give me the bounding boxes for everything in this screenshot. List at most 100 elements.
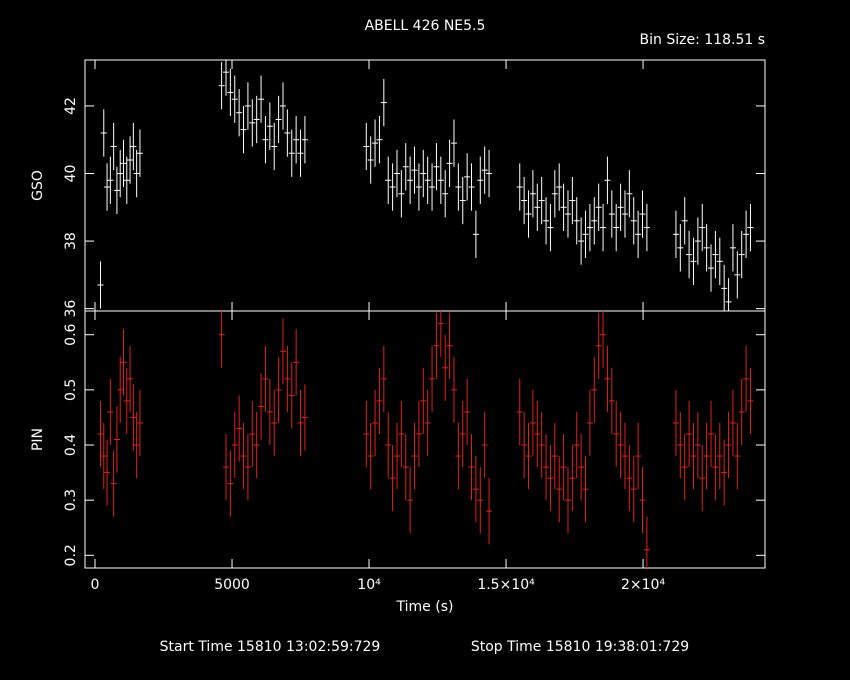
data-point: [743, 345, 750, 412]
data-point: [372, 389, 379, 457]
data-point: [266, 102, 273, 150]
data-point: [301, 116, 308, 164]
data-point: [551, 422, 558, 490]
data-point: [113, 406, 120, 473]
data-point: [743, 210, 750, 258]
data-point: [635, 422, 642, 490]
data-point: [725, 411, 732, 479]
data-point: [672, 210, 679, 258]
data-point: [262, 345, 269, 412]
data-point: [521, 411, 528, 479]
data-point: [415, 163, 422, 211]
data-point: [694, 411, 701, 479]
data-point: [136, 389, 143, 457]
data-point: [297, 389, 304, 457]
data-point: [389, 163, 396, 211]
data-point: [621, 422, 628, 490]
data-point: [477, 467, 484, 534]
x-tick-label: 2×10⁴: [621, 577, 665, 593]
data-point: [107, 378, 114, 446]
data-point: [529, 389, 536, 457]
data-point: [258, 373, 265, 440]
data-point: [240, 422, 247, 490]
data-point: [608, 367, 615, 434]
data-point: [113, 166, 120, 215]
data-point: [468, 163, 475, 211]
data-point: [455, 422, 462, 490]
data-point: [694, 217, 701, 265]
data-point: [380, 78, 387, 127]
y-tick-label: 0.3: [63, 489, 79, 511]
data-point: [376, 116, 383, 164]
data-point: [639, 190, 646, 238]
data-point: [712, 230, 719, 279]
data-point: [747, 367, 754, 434]
data-point: [240, 105, 247, 154]
data-point: [393, 149, 400, 198]
data-point: [734, 251, 741, 299]
data-point: [385, 156, 392, 204]
data-point: [569, 176, 576, 225]
y-tick-label: 36: [63, 300, 79, 318]
data-point: [747, 203, 754, 252]
data-point: [690, 422, 697, 490]
data-point: [643, 516, 650, 568]
data-point: [672, 389, 679, 457]
data-point: [231, 411, 238, 479]
data-point: [372, 119, 379, 167]
data-point: [472, 456, 479, 523]
data-point: [626, 170, 633, 218]
data-point: [547, 203, 554, 252]
data-point: [538, 176, 545, 225]
data-point: [560, 433, 567, 501]
data-point: [136, 129, 143, 177]
data-point: [626, 445, 633, 512]
data-point: [446, 312, 453, 379]
data-point: [253, 95, 260, 144]
data-point: [127, 345, 134, 412]
data-point: [123, 156, 130, 204]
data-point: [459, 400, 466, 468]
data-point: [582, 456, 589, 523]
data-point: [442, 334, 449, 401]
data-point: [120, 329, 127, 396]
data-point: [699, 445, 706, 512]
data-point: [569, 445, 576, 512]
data-point: [450, 119, 457, 167]
data-point: [100, 109, 107, 157]
data-point: [604, 156, 611, 204]
data-point: [133, 411, 140, 479]
data-point: [621, 190, 628, 238]
data-point: [486, 478, 493, 545]
data-point: [231, 75, 238, 123]
data-point: [297, 129, 304, 177]
data-point: [639, 467, 646, 534]
data-point: [446, 139, 453, 188]
data-point: [279, 82, 286, 130]
data-point: [595, 183, 602, 231]
x-tick-label: 1.5×10⁴: [477, 577, 535, 593]
data-point: [591, 197, 598, 245]
data-point: [538, 411, 545, 479]
data-point: [617, 411, 624, 479]
data-point: [708, 400, 715, 468]
data-point: [529, 170, 536, 218]
data-point: [275, 95, 282, 144]
start-time: Start Time 15810 13:02:59:729: [160, 639, 381, 655]
series: [97, 60, 754, 311]
data-point: [385, 411, 392, 479]
panel-frame: [84, 310, 766, 569]
data-point: [266, 378, 273, 446]
data-point: [690, 237, 697, 285]
data-point: [218, 311, 225, 368]
data-point: [547, 445, 554, 512]
data-point: [275, 356, 282, 423]
data-point: [677, 224, 684, 272]
data-point: [534, 400, 541, 468]
data-point: [117, 149, 124, 198]
data-point: [725, 278, 732, 311]
data-point: [415, 400, 422, 468]
data-point: [643, 203, 650, 252]
data-point: [464, 153, 471, 201]
data-point: [236, 395, 243, 462]
